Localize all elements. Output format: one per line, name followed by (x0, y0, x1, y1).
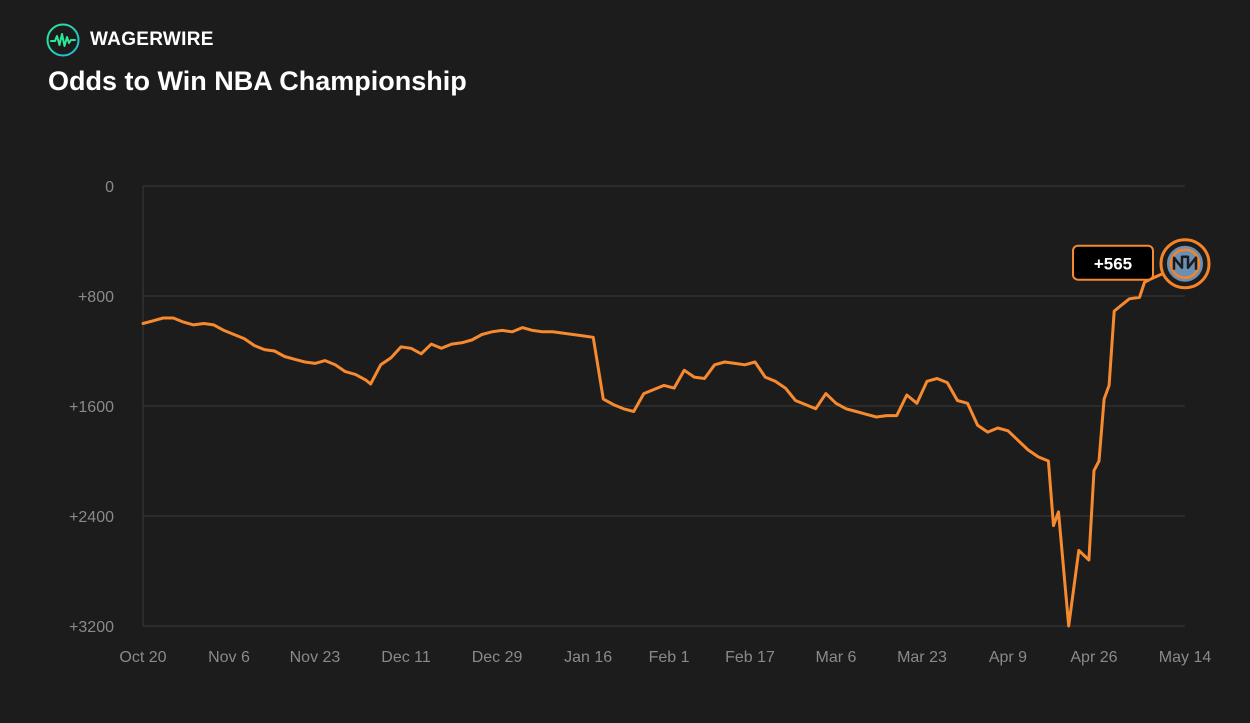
new-york-knicks-logo-icon (1159, 238, 1211, 290)
y-tick-label: +2400 (69, 509, 114, 526)
last-value-callout: +565 (1072, 244, 1154, 281)
x-tick-label: Dec 11 (381, 649, 431, 666)
brand: WAGERWIRE (46, 23, 214, 57)
annotation-layer: +565 (1072, 238, 1211, 290)
brand-name: WAGERWIRE (90, 29, 214, 50)
chart-title: Odds to Win NBA Championship (48, 66, 467, 96)
x-tick-label: Mar 6 (816, 649, 857, 666)
y-tick-label: 0 (105, 179, 114, 196)
x-tick-label: Mar 23 (897, 649, 947, 666)
grid-lines (142, 185, 1185, 627)
x-tick-label: Feb 17 (725, 649, 775, 666)
waveform-circle-icon (46, 23, 80, 57)
x-tick-label: Apr 26 (1070, 649, 1117, 666)
series-line (141, 262, 1187, 628)
x-axis-ticks: Oct 20 Nov 6 Nov 23 Dec 11 Dec 29 Jan 16 Feb 1… (119, 649, 1211, 666)
y-tick-label: +800 (78, 289, 114, 306)
x-tick-label: Nov 23 (290, 649, 341, 666)
y-tick-label: +1600 (69, 399, 114, 416)
x-tick-label: Apr 9 (989, 649, 1027, 666)
x-tick-label: Oct 20 (119, 649, 166, 666)
x-tick-label: Feb 1 (649, 649, 690, 666)
x-tick-label: Dec 29 (472, 649, 523, 666)
y-tick-label: +3200 (69, 619, 114, 636)
x-tick-label: Jan 16 (564, 649, 612, 666)
y-axis-ticks: 0 +800 +1600 +2400 +3200 (69, 179, 114, 636)
series-layer (141, 262, 1187, 628)
callout-label: +565 (1094, 255, 1132, 274)
x-tick-label: May 14 (1159, 649, 1212, 666)
callout-box (1072, 244, 1154, 281)
x-tick-label: Nov 6 (208, 649, 250, 666)
